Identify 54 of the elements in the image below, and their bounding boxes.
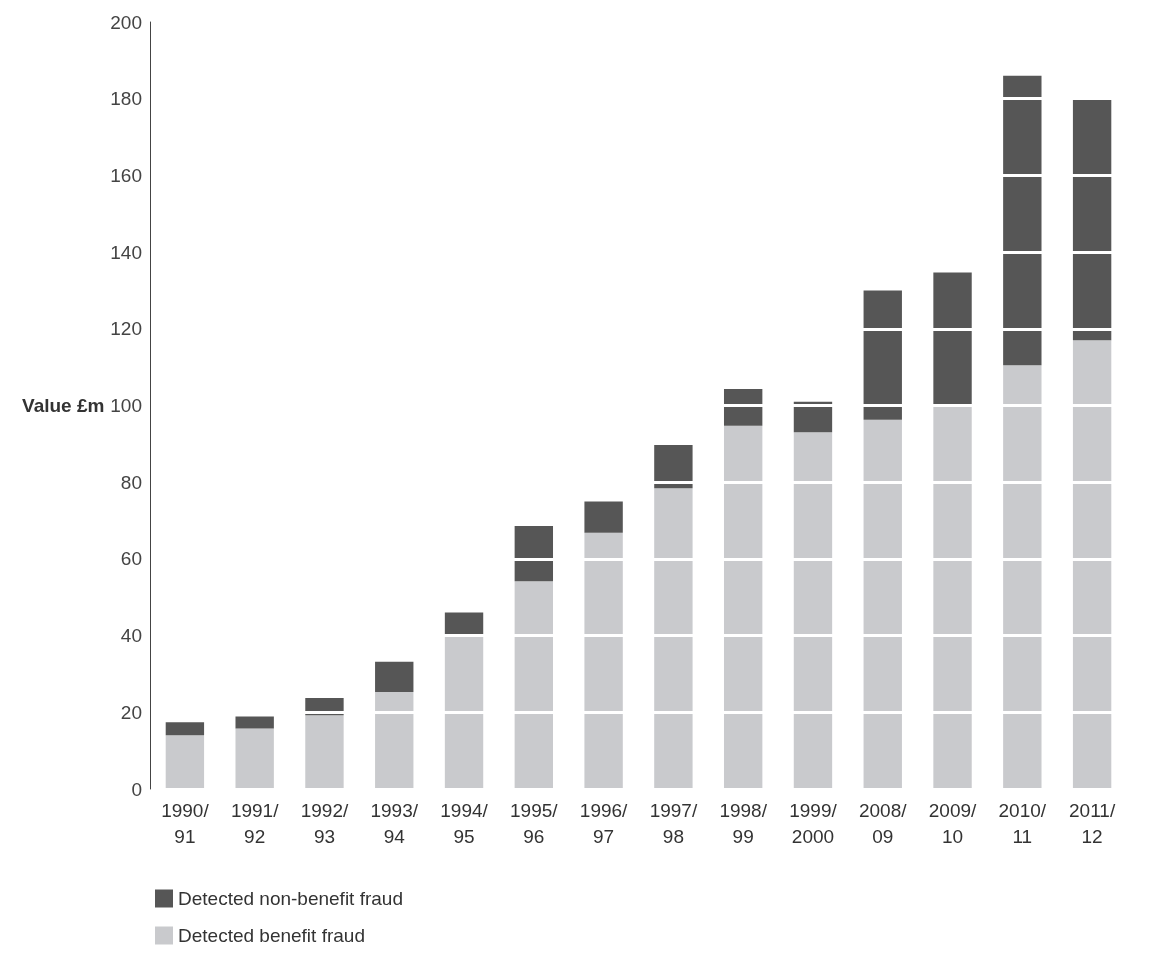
x-tick-label: 2011/12 [1069, 799, 1116, 847]
bar [1003, 75, 1042, 366]
bar [584, 501, 623, 533]
y-tick-label: 140 [110, 241, 142, 263]
bar [793, 432, 833, 789]
x-tick-label: 2008/09 [858, 799, 908, 847]
y-tick-label: 20 [120, 701, 142, 723]
y-tick-label: 180 [110, 88, 142, 110]
x-tick-label: 1996/97 [579, 799, 629, 847]
x-tick-label: 1992/93 [300, 799, 349, 847]
bar [165, 735, 205, 789]
bar [165, 722, 205, 736]
y-tick-label: 160 [110, 164, 142, 186]
x-tick-label: 1994/95 [440, 799, 489, 847]
x-tick-label: 1995/96 [510, 799, 559, 847]
bar [723, 389, 763, 426]
bar [375, 691, 414, 789]
bar [235, 728, 274, 789]
y-tick-label: 40 [120, 625, 142, 647]
x-tick-label: 2009/10 [928, 799, 978, 847]
bar [444, 612, 484, 636]
bar [933, 272, 972, 407]
bar [933, 406, 972, 789]
legend-label: Detected benefit fraud [178, 925, 365, 946]
bar [1072, 99, 1112, 341]
bar [514, 581, 554, 789]
bar [584, 532, 623, 789]
bar [723, 425, 763, 789]
y-tick-label: 80 [120, 471, 142, 493]
y-tick-label: 200 [110, 11, 142, 33]
bar [1003, 365, 1042, 789]
y-tick-label: 0 [131, 778, 142, 800]
x-tick-label: 1998/99 [719, 799, 768, 847]
x-tick-label: 1999/2000 [789, 799, 838, 847]
x-tick-label: 1990/91 [161, 799, 210, 847]
bar [1072, 340, 1112, 789]
x-tick-label: 1991/92 [230, 799, 280, 847]
bar [654, 488, 693, 789]
x-tick-label: 1993/94 [370, 799, 419, 847]
bar [863, 290, 902, 420]
y-tick-label: 100 [110, 395, 142, 416]
bar [305, 715, 344, 789]
bar [444, 635, 484, 789]
y-axis-title: Value £m [22, 395, 105, 416]
y-tick-label: 120 [110, 318, 142, 340]
x-tick-label: 2010/11 [998, 799, 1047, 847]
bar [863, 419, 902, 789]
legend-label: Detected non-benefit fraud [178, 888, 403, 909]
x-tick-label: 1997/98 [649, 799, 698, 847]
bar [654, 445, 693, 489]
bar [235, 716, 274, 729]
bar [375, 661, 414, 692]
bar [514, 525, 554, 582]
y-tick-label: 60 [120, 548, 142, 570]
